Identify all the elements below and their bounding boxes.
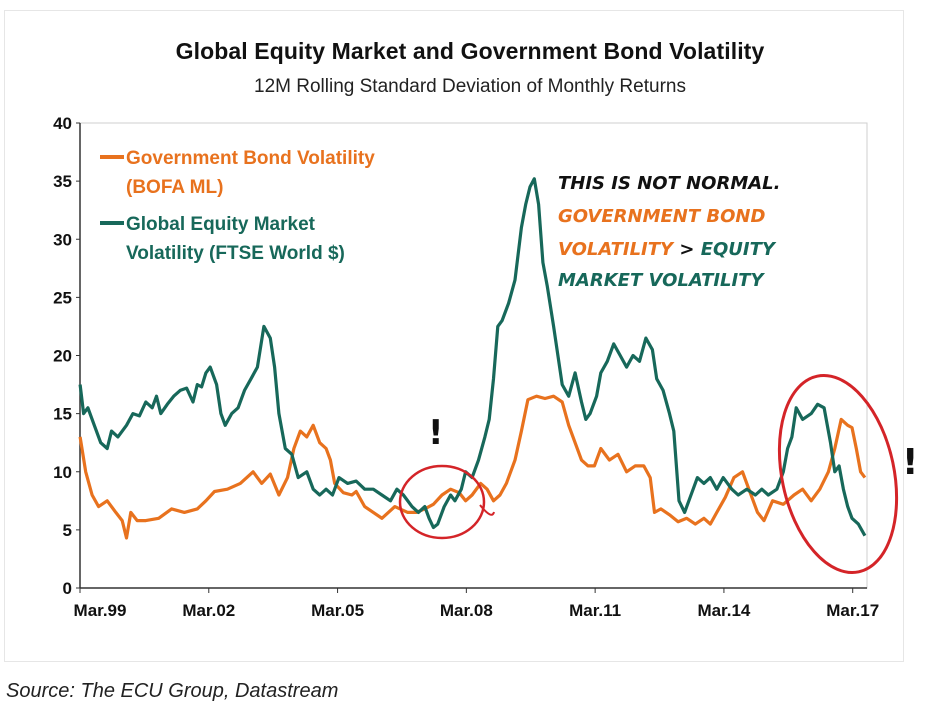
annotation-line-3-equity: EQUITY xyxy=(701,239,777,260)
annotation-line-2: GOVERNMENT BOND xyxy=(558,206,765,227)
chart-plot: 0 5 10 15 20 25 30 35 40 Mar.99 Mar.02 Mar.05 Mar.0… xyxy=(53,114,918,620)
legend: Government Bond Volatility (BOFA ML) Glo… xyxy=(100,148,375,264)
chart-frame xyxy=(4,10,904,662)
x-tick-label: Mar.05 xyxy=(311,601,364,620)
chart-subtitle: 12M Rolling Standard Deviation of Monthl… xyxy=(254,76,686,97)
y-tick-label: 10 xyxy=(53,463,72,482)
x-tick-label: Mar.17 xyxy=(826,601,879,620)
x-tick-label: Mar.11 xyxy=(569,601,621,620)
handwritten-annotation: THIS IS NOT NORMAL. GOVERNMENT BOND VOLA… xyxy=(398,173,918,575)
annotation-line-1: THIS IS NOT NORMAL. xyxy=(558,173,781,194)
y-tick-label: 35 xyxy=(53,172,72,191)
legend-label-bond-1: Government Bond Volatility xyxy=(126,148,375,169)
exclamation-mark-2008: ! xyxy=(428,413,444,453)
exclamation-mark-2017: ! xyxy=(902,442,918,483)
annotation-line-4: MARKET VOLATILITY xyxy=(558,270,766,291)
y-tick-label: 40 xyxy=(53,114,72,133)
y-tick-label: 30 xyxy=(53,230,72,249)
annotation-circle-2017 xyxy=(777,373,899,575)
y-tick-label: 25 xyxy=(53,288,72,307)
chart-title: Global Equity Market and Government Bond… xyxy=(175,38,765,64)
x-tick-label: Mar.08 xyxy=(440,601,493,620)
x-tick-label: Mar.99 xyxy=(74,601,127,620)
annotation-circle-2008 xyxy=(398,464,486,540)
series-line-bond xyxy=(78,394,867,540)
x-tick-label: Mar.14 xyxy=(697,601,750,620)
y-tick-label: 20 xyxy=(53,347,72,366)
legend-label-bond-2: (BOFA ML) xyxy=(126,177,223,198)
annotation-line-3-bond: VOLATILITY xyxy=(558,239,675,260)
annotation-circle-2008-tail xyxy=(479,504,495,516)
annotation-line-3: VOLATILITY > EQUITY xyxy=(558,239,777,260)
series-line-equity xyxy=(78,177,867,537)
legend-label-equity-2: Volatility (FTSE World $) xyxy=(126,243,345,264)
x-axis: Mar.99 Mar.02 Mar.05 Mar.08 Mar.11 Mar.14 Mar.… xyxy=(74,588,879,620)
y-axis: 0 5 10 15 20 25 30 35 40 xyxy=(53,114,80,598)
legend-label-equity-1: Global Equity Market xyxy=(126,214,316,235)
y-tick-label: 15 xyxy=(53,405,72,424)
y-tick-label: 5 xyxy=(63,521,72,540)
series-layer xyxy=(78,177,867,540)
annotation-line-3-gt: > xyxy=(673,239,701,260)
x-tick-label: Mar.02 xyxy=(182,601,235,620)
source-note: Source: The ECU Group, Datastream xyxy=(6,680,339,702)
y-tick-label: 0 xyxy=(63,579,72,598)
